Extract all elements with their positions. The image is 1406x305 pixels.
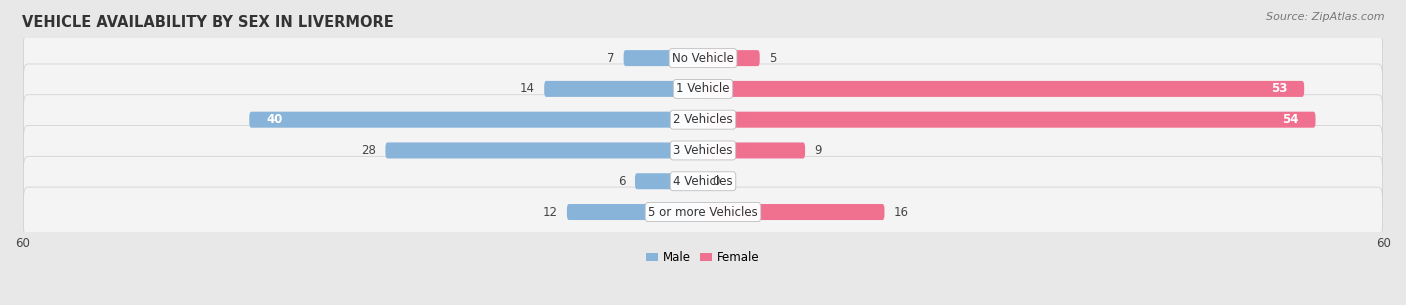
Text: 3 Vehicles: 3 Vehicles [673,144,733,157]
FancyBboxPatch shape [544,81,703,97]
Text: 7: 7 [607,52,614,65]
Text: 12: 12 [543,206,558,218]
FancyBboxPatch shape [24,64,1382,114]
Text: 0: 0 [711,175,720,188]
Text: 5 or more Vehicles: 5 or more Vehicles [648,206,758,218]
Text: 2 Vehicles: 2 Vehicles [673,113,733,126]
Text: 6: 6 [619,175,626,188]
FancyBboxPatch shape [24,95,1382,145]
Text: 1 Vehicle: 1 Vehicle [676,82,730,95]
FancyBboxPatch shape [703,112,1316,128]
FancyBboxPatch shape [24,187,1382,237]
Legend: Male, Female: Male, Female [641,246,765,269]
Text: 40: 40 [266,113,283,126]
FancyBboxPatch shape [703,50,759,66]
Text: 28: 28 [361,144,377,157]
FancyBboxPatch shape [249,112,703,128]
FancyBboxPatch shape [567,204,703,220]
FancyBboxPatch shape [624,50,703,66]
FancyBboxPatch shape [703,204,884,220]
Text: Source: ZipAtlas.com: Source: ZipAtlas.com [1267,12,1385,22]
Text: 9: 9 [814,144,821,157]
FancyBboxPatch shape [703,142,806,159]
FancyBboxPatch shape [636,173,703,189]
Text: 53: 53 [1271,82,1286,95]
Text: 14: 14 [520,82,536,95]
FancyBboxPatch shape [24,156,1382,206]
Text: 16: 16 [894,206,908,218]
Text: VEHICLE AVAILABILITY BY SEX IN LIVERMORE: VEHICLE AVAILABILITY BY SEX IN LIVERMORE [22,15,394,30]
FancyBboxPatch shape [24,126,1382,175]
FancyBboxPatch shape [24,33,1382,83]
Text: 54: 54 [1282,113,1299,126]
Text: 4 Vehicles: 4 Vehicles [673,175,733,188]
FancyBboxPatch shape [703,81,1305,97]
Text: 5: 5 [769,52,776,65]
FancyBboxPatch shape [385,142,703,159]
Text: No Vehicle: No Vehicle [672,52,734,65]
